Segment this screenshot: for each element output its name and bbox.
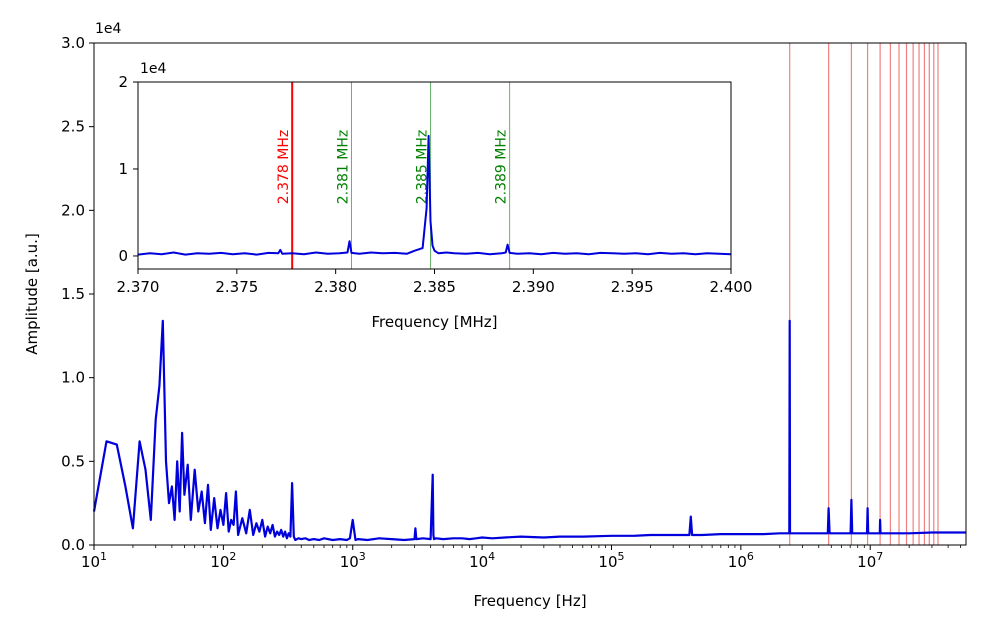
y-tick-label: 1.0 (61, 369, 85, 387)
inset-x-tick-label: 2.390 (512, 278, 555, 296)
inset-x-axis-label: Frequency [MHz] (371, 313, 497, 331)
inset-x-ticks: 2.370 2.375 2.380 2.385 2.390 2.395 2.400 (117, 269, 753, 296)
inset-x-tick-label: 2.385 (413, 278, 456, 296)
inset-x-tick-label: 2.375 (215, 278, 258, 296)
y-tick-label: 1.5 (61, 285, 85, 303)
inset-y-ticks: 0 1 2 (118, 73, 138, 265)
y-tick-label: 2.5 (61, 118, 85, 136)
harmonic-lines (789, 43, 939, 545)
main-y-axis-label: Amplitude [a.u.] (23, 233, 41, 355)
main-x-axis-label: Frequency [Hz] (473, 592, 586, 610)
inset-x-tick-label: 2.400 (710, 278, 753, 296)
y-tick-label: 3.0 (61, 34, 85, 52)
inset-y-tick-label: 1 (118, 160, 128, 178)
y-tick-label: 0.5 (61, 452, 85, 470)
inset-x-tick-label: 2.370 (117, 278, 160, 296)
inset-x-tick-label: 2.380 (314, 278, 357, 296)
y-tick-label: 0.0 (61, 536, 85, 554)
inset-marker-label: 2.389 MHz (494, 130, 510, 204)
main-y-ticks: 0.0 0.5 1.0 1.5 2.0 2.5 3.0 (61, 34, 94, 554)
inset-axes: 2.378 MHz 2.381 MHz 2.385 MHz 2.389 MHz 2.3… (117, 61, 753, 331)
inset-marker-label: 2.381 MHz (335, 130, 351, 204)
main-axes: 101 102 103 104 105 106 107 0.00.51.01.52.02.5… (23, 21, 967, 610)
inset-y-tick-label: 0 (118, 247, 128, 265)
inset-x-tick-label: 2.395 (611, 278, 654, 296)
inset-y-offset-text: 1e4 (140, 61, 167, 77)
inset-y-tick-label: 2 (118, 73, 128, 91)
y-tick-label: 2.0 (61, 201, 85, 219)
main-y-offset-text: 1e4 (95, 21, 122, 37)
inset-spectrum-line (137, 134, 732, 256)
inset-marker-label: 2.378 MHz (276, 130, 292, 204)
main-spectrum-line (92, 319, 966, 542)
inset-background (138, 82, 731, 269)
